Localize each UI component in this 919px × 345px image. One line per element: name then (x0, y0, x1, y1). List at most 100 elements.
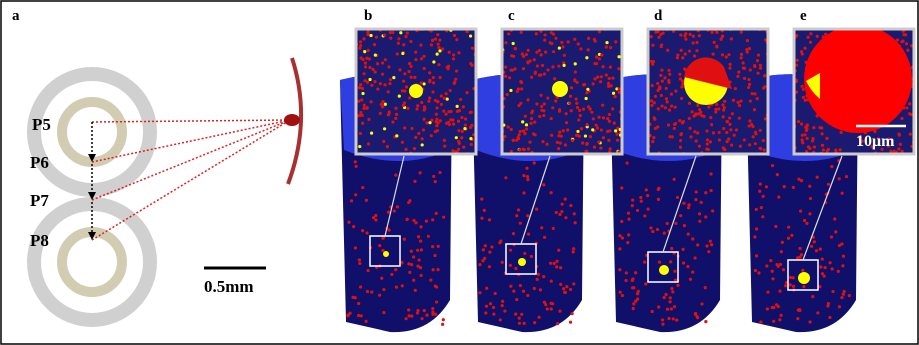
particle (837, 270, 840, 273)
particle (397, 42, 400, 45)
particle (446, 97, 449, 100)
particle (429, 278, 432, 281)
particle (469, 34, 472, 37)
particle (585, 56, 588, 59)
particle (370, 100, 373, 103)
particle (665, 97, 668, 100)
particle (463, 127, 466, 130)
particle (501, 304, 504, 307)
particle (432, 268, 435, 271)
particle (416, 249, 419, 252)
particle (702, 115, 705, 118)
particle (408, 314, 411, 317)
particle (480, 198, 483, 201)
particle (818, 126, 821, 129)
particle (440, 103, 443, 106)
particle (362, 72, 365, 75)
particle (840, 131, 843, 134)
particle (678, 119, 681, 122)
particle (552, 33, 555, 36)
panel-label: d (654, 8, 663, 24)
particle (525, 53, 528, 56)
particle (522, 67, 525, 70)
particle (470, 64, 473, 67)
particle (771, 270, 774, 273)
particle (403, 238, 406, 241)
particle (700, 201, 703, 204)
particle (553, 262, 556, 265)
particle (421, 143, 424, 146)
particle (625, 271, 628, 274)
particle (607, 82, 610, 85)
particle (535, 32, 538, 35)
particle (649, 226, 652, 229)
particle (461, 130, 464, 133)
particle (442, 110, 445, 113)
particle (431, 245, 434, 248)
particle (688, 203, 691, 206)
particle (693, 54, 696, 57)
particle (396, 205, 399, 208)
particle (650, 99, 653, 102)
particle (433, 254, 436, 257)
particle (754, 269, 757, 272)
particle (413, 147, 416, 150)
particle (428, 79, 431, 82)
particle (759, 66, 762, 69)
particle (799, 210, 802, 213)
particle (775, 303, 778, 306)
particle (352, 225, 355, 228)
particle (746, 39, 749, 42)
particle (488, 218, 491, 221)
particle (689, 135, 692, 138)
figure: a P5 P6 P7 P8 0.5mm 10μm b c d e (0, 0, 919, 345)
particle (723, 148, 726, 151)
particle (557, 147, 560, 150)
particle (616, 139, 619, 142)
particle (800, 138, 803, 141)
particle (417, 132, 420, 135)
particle (454, 78, 457, 81)
particle (663, 296, 666, 299)
particle (827, 148, 830, 151)
particle (434, 130, 437, 133)
particle (514, 313, 517, 316)
particle (546, 143, 549, 146)
particle (681, 56, 684, 59)
particle (687, 233, 690, 236)
particle (582, 107, 585, 110)
particle (370, 290, 373, 293)
particle (470, 111, 473, 114)
particle (753, 64, 756, 67)
particle (710, 31, 713, 34)
particle (527, 49, 530, 52)
particle (841, 192, 844, 195)
particle (776, 173, 779, 176)
particle (394, 107, 397, 110)
particle (576, 130, 579, 133)
particle (608, 77, 611, 80)
particle (669, 296, 672, 299)
particle (740, 53, 743, 56)
particle (431, 307, 434, 310)
particle (813, 145, 816, 148)
particle (383, 127, 386, 130)
particle (370, 84, 373, 87)
particle (484, 244, 487, 247)
source (284, 114, 300, 126)
particle (797, 120, 800, 123)
particle (689, 278, 692, 281)
particle (448, 51, 451, 54)
particle (668, 135, 671, 138)
particle (514, 267, 517, 270)
particle (564, 143, 567, 146)
particle (910, 113, 913, 116)
particle (900, 40, 903, 43)
particle (590, 111, 593, 114)
particle (527, 147, 530, 150)
particle (522, 148, 525, 151)
particle (712, 131, 715, 134)
particle (515, 139, 518, 142)
particle (364, 61, 367, 64)
particle (752, 135, 755, 138)
